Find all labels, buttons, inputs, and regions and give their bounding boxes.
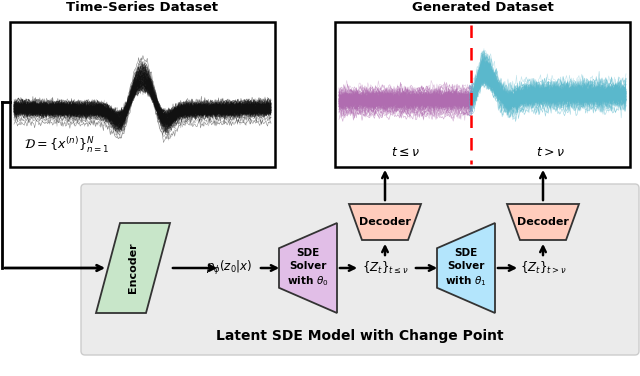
Text: Decoder: Decoder xyxy=(517,217,569,227)
Text: Generated Dataset: Generated Dataset xyxy=(412,1,554,14)
Polygon shape xyxy=(349,204,421,240)
Text: $t \leq \nu$: $t \leq \nu$ xyxy=(391,146,420,159)
Text: $\mathcal{D} = \{x^{(n)}\}_{n=1}^N$: $\mathcal{D} = \{x^{(n)}\}_{n=1}^N$ xyxy=(24,136,109,155)
FancyBboxPatch shape xyxy=(335,22,630,167)
Text: Encoder: Encoder xyxy=(128,243,138,293)
Text: SDE
Solver
with $\theta_0$: SDE Solver with $\theta_0$ xyxy=(287,249,329,288)
Text: Latent SDE Model with Change Point: Latent SDE Model with Change Point xyxy=(216,329,504,343)
Text: $\{Z_t\}_{t\leq\nu}$: $\{Z_t\}_{t\leq\nu}$ xyxy=(362,260,408,276)
Polygon shape xyxy=(437,223,495,313)
Text: $\{Z_t\}_{t>\nu}$: $\{Z_t\}_{t>\nu}$ xyxy=(520,260,566,276)
Text: Time-Series Dataset: Time-Series Dataset xyxy=(67,1,218,14)
Text: SDE
Solver
with $\theta_1$: SDE Solver with $\theta_1$ xyxy=(445,249,486,288)
Text: Decoder: Decoder xyxy=(359,217,411,227)
FancyBboxPatch shape xyxy=(81,184,639,355)
Text: $p_\phi(z_0|x)$: $p_\phi(z_0|x)$ xyxy=(206,259,252,277)
Text: $t > \nu$: $t > \nu$ xyxy=(536,146,565,159)
Polygon shape xyxy=(96,223,170,313)
Polygon shape xyxy=(507,204,579,240)
FancyBboxPatch shape xyxy=(10,22,275,167)
Polygon shape xyxy=(279,223,337,313)
